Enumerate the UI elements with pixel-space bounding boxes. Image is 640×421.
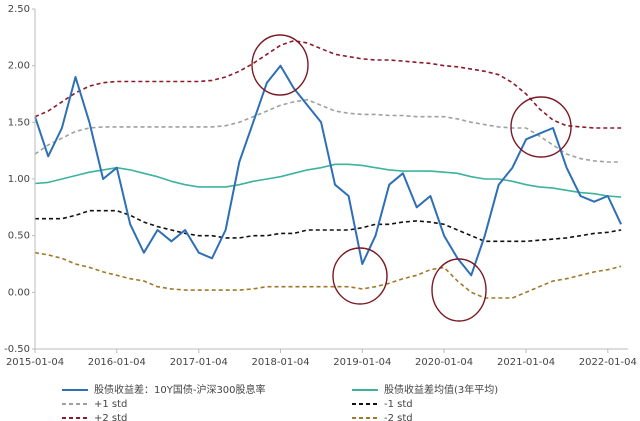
y-tick-label: 0.00 xyxy=(8,287,30,298)
y-tick-label: 1.50 xyxy=(8,117,30,128)
x-tick-label: 2015-01-04 xyxy=(6,357,64,368)
x-tick-label: 2021-01-04 xyxy=(497,357,555,368)
legend-label: -1 std xyxy=(384,399,413,410)
y-tick-label: 1.00 xyxy=(8,174,30,185)
y-tick-label: 0.50 xyxy=(8,231,30,242)
legend-label: +1 std xyxy=(94,399,127,410)
highlight-circle xyxy=(510,96,572,158)
legend-label: 股债收益差均值(3年平均) xyxy=(384,383,498,396)
x-tick-label: 2018-01-04 xyxy=(251,357,309,368)
series-line xyxy=(34,163,622,198)
y-tick-label: -0.50 xyxy=(4,344,30,355)
highlight-circle xyxy=(251,34,309,96)
legend-label: +2 std xyxy=(94,413,127,421)
highlight-circle xyxy=(431,258,487,322)
series-line xyxy=(35,209,622,243)
x-tick-label: 2016-01-04 xyxy=(88,357,146,368)
legend-label: 股债收益差：10Y国债-沪深300股息率 xyxy=(94,383,266,396)
series-line xyxy=(34,64,623,277)
x-tick-label: 2022-01-04 xyxy=(579,357,637,368)
highlight-circle xyxy=(332,247,388,305)
legend-label: -2 std xyxy=(384,413,413,421)
y-tick-label: 2.00 xyxy=(8,61,30,72)
y-tick-label: 2.50 xyxy=(8,4,30,15)
series-line xyxy=(34,39,622,129)
series-line xyxy=(34,251,622,299)
x-tick-label: 2017-01-04 xyxy=(170,357,228,368)
x-tick-label: 2019-01-04 xyxy=(333,357,391,368)
x-tick-label: 2020-01-04 xyxy=(415,357,473,368)
